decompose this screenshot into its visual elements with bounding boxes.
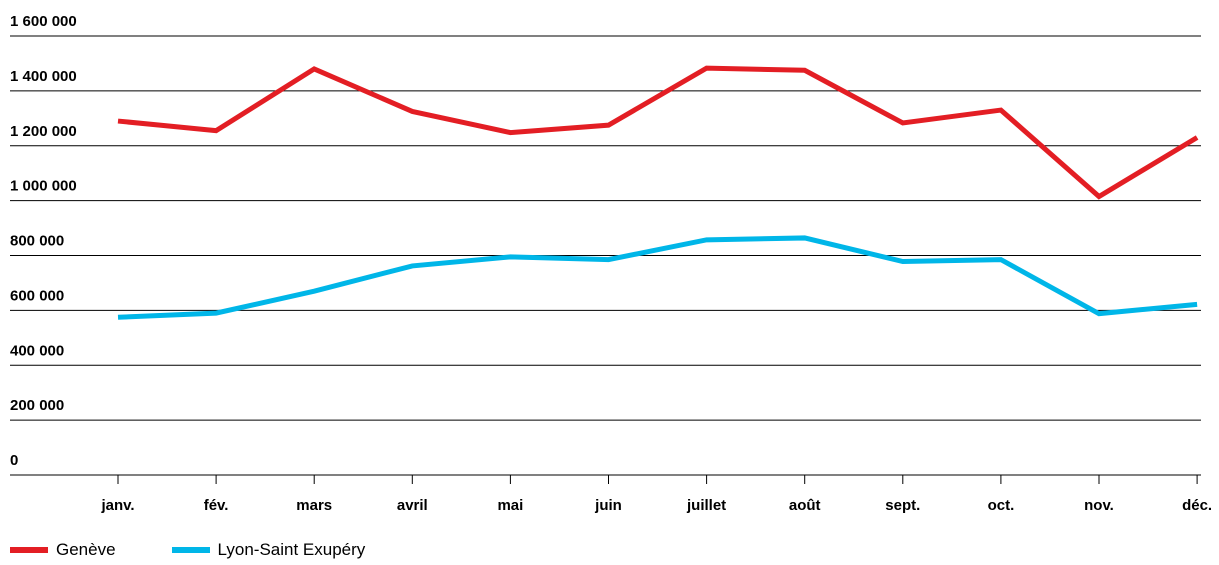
y-tick-label: 0 <box>10 452 18 469</box>
x-tick-label: avril <box>397 497 428 514</box>
legend: Genève Lyon-Saint Exupéry <box>10 540 421 560</box>
y-tick-label: 600 000 <box>10 287 64 304</box>
x-tick-label: fév. <box>204 497 229 514</box>
x-tick-label: mai <box>497 497 523 514</box>
y-tick-label: 1 000 000 <box>10 178 77 195</box>
x-tick-label: déc. <box>1182 497 1212 514</box>
x-axis: janv. fév. mars avril mai juin juillet août sept… <box>100 475 1212 514</box>
y-tick-label: 1 400 000 <box>10 68 77 85</box>
x-tick-label: sept. <box>885 497 920 514</box>
y-tick-label: 800 000 <box>10 233 64 250</box>
legend-swatch-lyon <box>171 547 210 553</box>
y-tick-label: 1 600 000 <box>10 13 77 30</box>
legend-label-lyon: Lyon-Saint Exupéry <box>217 540 366 559</box>
x-tick-label: mars <box>296 497 332 514</box>
gridlines <box>10 35 1201 476</box>
x-tick-label: nov. <box>1084 497 1114 514</box>
legend-item-geneve: Genève <box>10 540 116 560</box>
legend-label-geneve: Genève <box>56 540 116 559</box>
series-line-lyon <box>117 235 1198 320</box>
x-tick-label: juin <box>594 497 622 514</box>
x-tick-label: janv. <box>100 497 134 514</box>
y-tick-label: 200 000 <box>10 397 64 414</box>
legend-swatch-geneve <box>10 547 48 553</box>
x-tick-label: août <box>789 497 821 514</box>
y-axis-tick-labels: 0 200 000 400 000 600 000 800 000 1 000 000 1 … <box>10 13 77 469</box>
y-tick-label: 400 000 <box>10 342 64 359</box>
x-tick-label: oct. <box>988 497 1015 514</box>
x-tick-label: juillet <box>686 497 726 514</box>
legend-item-lyon: Lyon-Saint Exupéry <box>171 540 366 560</box>
y-tick-label: 1 200 000 <box>10 123 77 140</box>
series-lines <box>117 65 1199 320</box>
series-line-geneve <box>117 65 1199 200</box>
